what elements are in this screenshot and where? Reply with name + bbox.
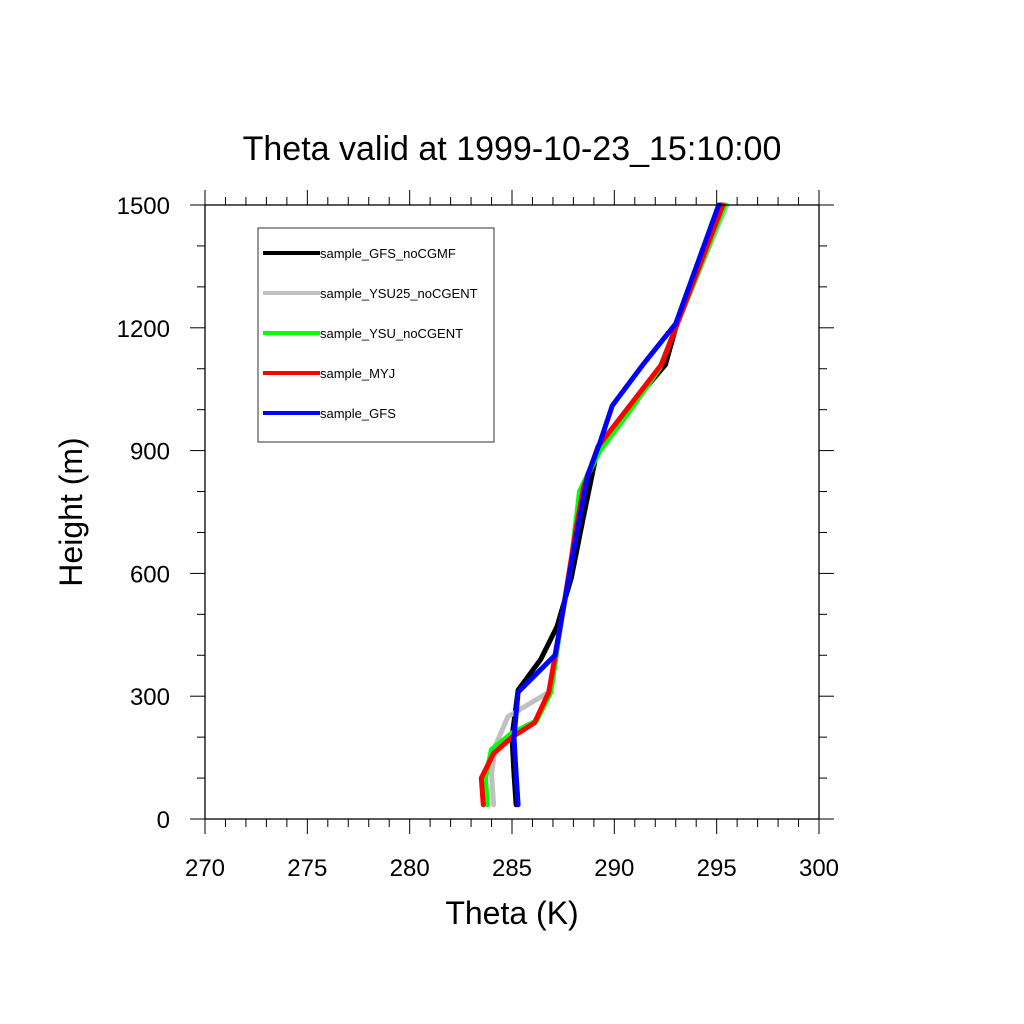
- x-tick-label: 285: [492, 855, 532, 882]
- legend-item: sample_YSU25_noCGENT: [263, 286, 478, 301]
- x-axis-label: Theta (K): [445, 895, 578, 931]
- y-tick-label: 0: [157, 807, 170, 834]
- y-tick-label: 1200: [117, 316, 170, 343]
- y-tick-label: 900: [130, 439, 170, 466]
- series-line-sample_GFS: [511, 202, 722, 808]
- axis-ticks: [190, 190, 834, 834]
- legend-item: sample_GFS: [263, 406, 396, 421]
- x-tick-label: 300: [799, 855, 839, 882]
- y-tick-label: 1500: [117, 193, 170, 220]
- series-line-sample_YSU25_noCGENT: [489, 202, 730, 808]
- legend: sample_GFS_noCGMF sample_YSU25_noCGENTsam…: [257, 227, 495, 443]
- x-tick-label: 290: [594, 855, 634, 882]
- chart-title: Theta valid at 1999-10-23_15:10:00: [243, 130, 782, 168]
- x-tick-label: 280: [390, 855, 430, 882]
- legend-label: sample_GFS_noCGMF: [320, 246, 456, 261]
- plot-frame: [204, 204, 820, 820]
- legend-item: sample_MYJ: [263, 366, 395, 381]
- x-tick-label: 295: [697, 855, 737, 882]
- y-tick-label: 600: [130, 561, 170, 588]
- x-tick-labels: 270 275 280 285 290 295 300: [185, 855, 839, 882]
- legend-label: sample_GFS: [320, 406, 396, 421]
- x-tick-label: 270: [185, 855, 225, 882]
- legend-item: sample_GFS_noCGMF: [263, 246, 456, 261]
- y-tick-label: 300: [130, 684, 170, 711]
- y-tick-labels: 0 300 600 900 1200 1500: [117, 193, 170, 834]
- x-tick-label: 275: [287, 855, 327, 882]
- legend-item: sample_YSU_noCGENT: [263, 326, 463, 341]
- legend-label: sample_YSU25_noCGENT: [320, 286, 478, 301]
- legend-label: sample_MYJ: [320, 366, 395, 381]
- y-axis-label: Height (m): [53, 437, 89, 586]
- legend-label: sample_YSU_noCGENT: [320, 326, 463, 341]
- series-layer: [478, 202, 730, 808]
